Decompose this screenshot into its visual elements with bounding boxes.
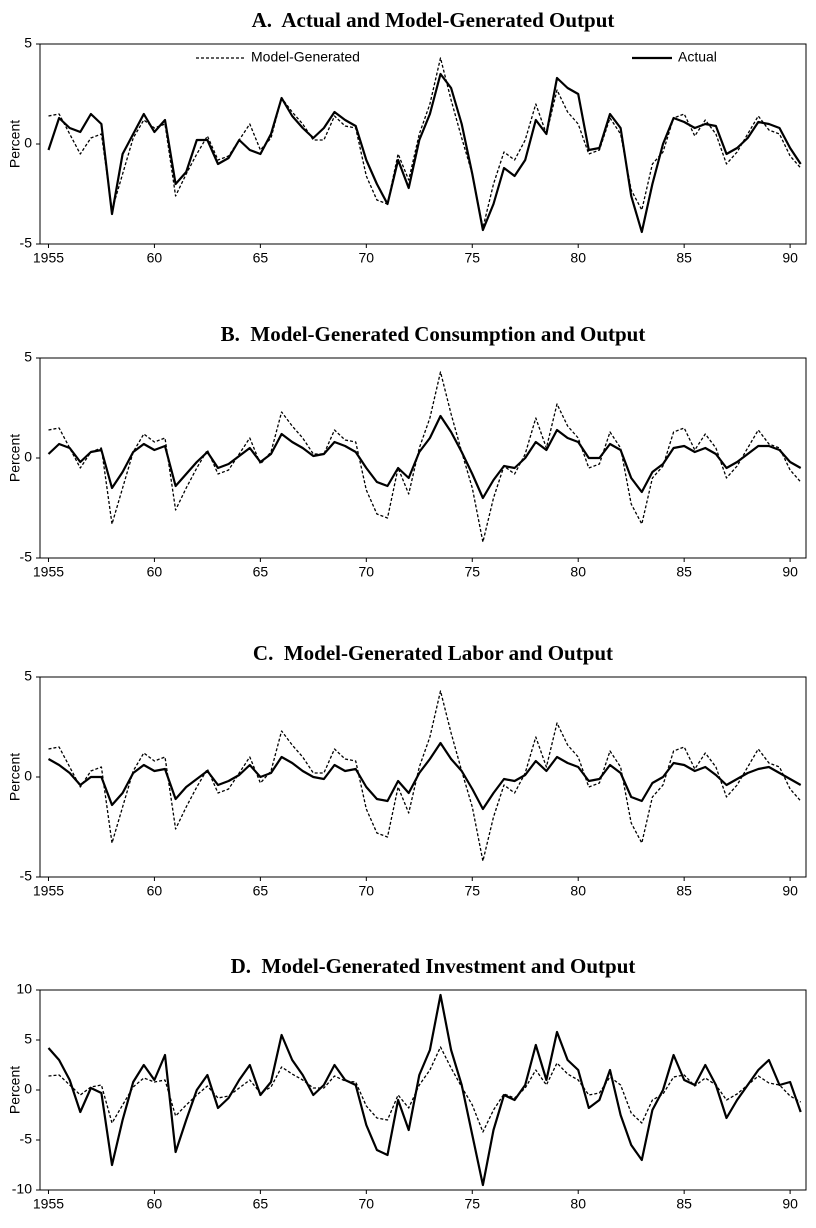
plot-frame xyxy=(39,676,807,878)
x-tick-label: 90 xyxy=(782,1196,798,1212)
x-tick-label: 80 xyxy=(570,883,586,899)
x-tick-label: 85 xyxy=(676,564,692,580)
y-tick-label: 5 xyxy=(24,1031,32,1047)
y-tick-label: 0 xyxy=(24,135,32,151)
y-tick-label: -5 xyxy=(20,868,33,884)
plot-frame xyxy=(39,357,807,559)
series-line xyxy=(47,993,802,1187)
series-line xyxy=(47,414,802,500)
legend-label: Actual xyxy=(678,49,717,65)
y-tick-label: 0 xyxy=(24,449,32,465)
x-tick-label: 90 xyxy=(782,564,798,580)
plot-frame xyxy=(39,43,807,245)
x-tick-label: 1955 xyxy=(33,564,64,580)
series-line xyxy=(47,741,802,811)
y-axis-label: Percent xyxy=(7,434,23,482)
x-tick-label: 85 xyxy=(676,883,692,899)
y-tick-label: 5 xyxy=(24,35,32,51)
series-line xyxy=(48,1046,802,1133)
y-tick-label: 5 xyxy=(24,668,32,684)
series-line xyxy=(48,690,802,862)
x-tick-label: 1955 xyxy=(33,250,64,266)
x-tick-label: 80 xyxy=(570,1196,586,1212)
y-tick-label: -5 xyxy=(20,1131,33,1147)
x-tick-label: 65 xyxy=(253,564,269,580)
y-tick-label: -10 xyxy=(12,1181,32,1197)
series-line xyxy=(48,57,802,229)
x-tick-label: 60 xyxy=(147,1196,163,1212)
x-tick-label: 65 xyxy=(253,883,269,899)
x-tick-label: 60 xyxy=(147,250,163,266)
x-tick-label: 1955 xyxy=(33,1196,64,1212)
x-tick-label: 75 xyxy=(464,1196,480,1212)
x-tick-label: 85 xyxy=(676,250,692,266)
y-tick-label: 0 xyxy=(24,768,32,784)
y-axis-label: Percent xyxy=(7,753,23,801)
x-tick-label: 75 xyxy=(464,564,480,580)
x-tick-label: 60 xyxy=(147,564,163,580)
x-tick-label: 80 xyxy=(570,564,586,580)
x-tick-label: 80 xyxy=(570,250,586,266)
panel-title: D. Model-Generated Investment and Output xyxy=(231,954,636,978)
series-line xyxy=(47,72,802,234)
x-tick-label: 85 xyxy=(676,1196,692,1212)
x-tick-label: 70 xyxy=(359,883,375,899)
y-tick-label: 0 xyxy=(24,1081,32,1097)
x-tick-label: 70 xyxy=(359,1196,375,1212)
series-line xyxy=(48,371,802,543)
y-tick-label: -5 xyxy=(20,235,33,251)
x-tick-label: 70 xyxy=(359,564,375,580)
x-tick-label: 60 xyxy=(147,883,163,899)
panel-title: C. Model-Generated Labor and Output xyxy=(253,641,613,665)
x-tick-label: 1955 xyxy=(33,883,64,899)
x-tick-label: 90 xyxy=(782,883,798,899)
plot-frame xyxy=(39,989,807,1191)
y-tick-label: 5 xyxy=(24,349,32,365)
y-tick-label: 10 xyxy=(16,981,32,997)
panel-title: A. Actual and Model-Generated Output xyxy=(252,8,615,32)
y-axis-label: Percent xyxy=(7,120,23,168)
y-axis-label: Percent xyxy=(7,1066,23,1114)
x-tick-label: 65 xyxy=(253,1196,269,1212)
x-tick-label: 75 xyxy=(464,883,480,899)
x-tick-label: 75 xyxy=(464,250,480,266)
panel-title: B. Model-Generated Consumption and Outpu… xyxy=(221,322,646,346)
x-tick-label: 90 xyxy=(782,250,798,266)
x-tick-label: 70 xyxy=(359,250,375,266)
legend-label: Model-Generated xyxy=(251,49,360,65)
y-tick-label: -5 xyxy=(20,549,33,565)
x-tick-label: 65 xyxy=(253,250,269,266)
